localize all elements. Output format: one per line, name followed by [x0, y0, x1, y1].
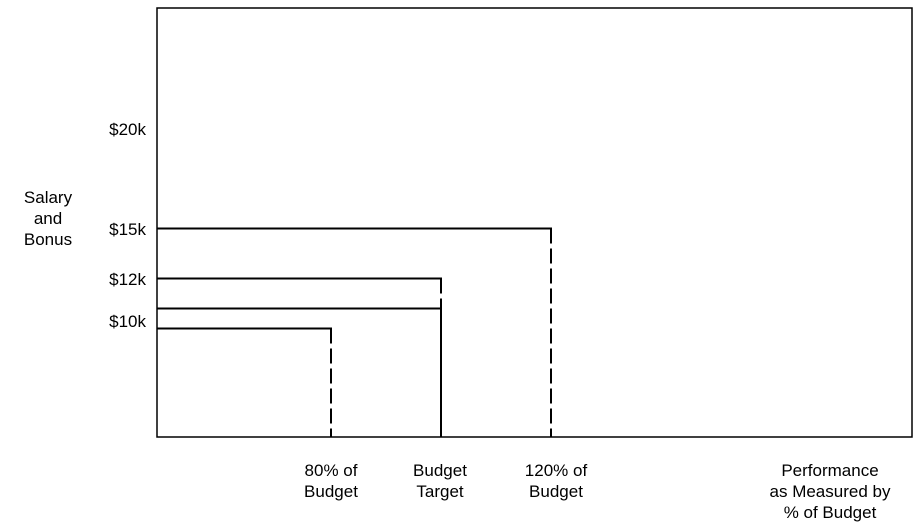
y-axis-title-line-3: Bonus [23, 230, 73, 249]
x-axis-title: Performance as Measured by % of Budget [740, 460, 920, 523]
x-tick-label-120pct-line-1: 120% of [524, 461, 588, 480]
y-tick-label-12k: $12k [109, 270, 146, 289]
x-tick-label-80pct-line-1: 80% of [304, 461, 358, 480]
y-tick-label-15k: $15k [109, 220, 146, 239]
x-tick-label-budget-target-line-2: Target [416, 482, 464, 501]
x-tick-label-budget-target-line-1: Budget [413, 461, 467, 480]
x-axis-title-line-1: Performance [781, 461, 879, 480]
x-tick-label-budget-target: Budget Target [385, 460, 495, 502]
x-tick-label-120pct: 120% of Budget [501, 460, 611, 502]
y-tick-label-10k: $10k [109, 312, 146, 331]
y-axis-title: Salary and Bonus [8, 187, 88, 250]
y-axis-title-line-2: and [33, 209, 63, 228]
x-axis-title-line-3: % of Budget [783, 503, 877, 522]
plot-frame [156, 7, 913, 438]
x-axis-title-line-2: as Measured by [769, 482, 891, 501]
x-tick-label-80pct-line-2: Budget [304, 482, 358, 501]
x-tick-label-80pct: 80% of Budget [276, 460, 386, 502]
y-axis-title-line-1: Salary [23, 188, 73, 207]
y-tick-label-20k: $20k [109, 120, 146, 139]
x-tick-label-120pct-line-2: Budget [529, 482, 583, 501]
